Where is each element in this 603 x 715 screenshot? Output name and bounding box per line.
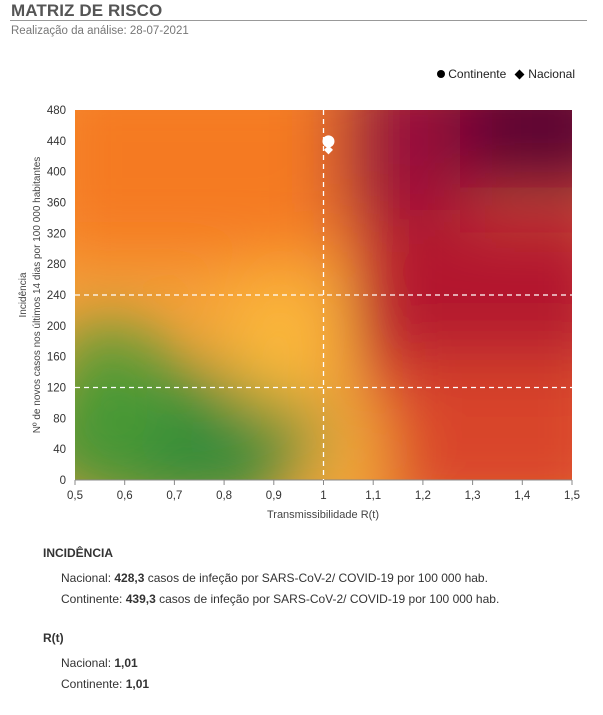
rt-nacional-value: 1,01: [114, 656, 138, 670]
incidencia-heading: INCIDÊNCIA: [43, 546, 114, 560]
x-tick-label: 0,6: [117, 490, 133, 502]
chart-legend: Continente Nacional: [437, 67, 575, 81]
x-tick-label: 1,5: [564, 490, 580, 502]
incidencia-nacional-label: Nacional:: [61, 571, 115, 585]
risk-matrix-chart: 0 40 80 120 160 200 240 280 320 360 400 440 480 0,5 0…: [18, 105, 580, 521]
y-axis-label-title: Incidência: [18, 272, 29, 317]
y-tick-label: 400: [47, 167, 66, 179]
x-tick-label: 1,1: [365, 490, 381, 502]
legend-label-continente: Continente: [448, 67, 507, 81]
x-tick-label: 0,9: [266, 490, 282, 502]
x-axis-label: Transmissibilidade R(t): [267, 509, 379, 521]
y-tick-label: 360: [47, 198, 66, 210]
rt-nacional-label: Nacional:: [61, 656, 115, 670]
x-tick-label: 1,3: [465, 490, 481, 502]
incidencia-continente-unit: casos de infeção por SARS-CoV-2/ COVID-1…: [155, 592, 500, 606]
y-tick-label: 120: [47, 383, 66, 395]
title-divider: [10, 20, 587, 21]
y-tick-label: 40: [53, 444, 66, 456]
y-tick-label: 280: [47, 259, 66, 271]
analysis-date: Realização da análise: 28-07-2021: [11, 25, 189, 37]
y-tick-label: 200: [47, 321, 66, 333]
point-nacional: [323, 145, 333, 155]
y-tick-label: 440: [47, 136, 66, 148]
incidencia-continente-label: Continente:: [61, 592, 126, 606]
x-tick-label: 1,2: [415, 490, 431, 502]
x-tick-label: 0,8: [216, 490, 232, 502]
y-tick-label: 160: [47, 352, 66, 364]
y-tick-label: 240: [47, 290, 66, 302]
incidencia-nacional-value: 428,3: [114, 571, 145, 585]
x-tick-label: 0,5: [67, 490, 83, 502]
legend-label-nacional: Nacional: [528, 67, 575, 81]
incidencia-nacional: Nacional: 428,3 casos de infeção por SAR…: [61, 568, 499, 589]
circle-marker-icon: [437, 70, 446, 78]
heatmap-background: [75, 110, 572, 480]
y-tick-label: 320: [47, 228, 66, 240]
point-continente: [322, 135, 335, 148]
legend-item-nacional: Nacional: [514, 67, 575, 81]
rt-section: R(t) Nacional: 1,01 Continente: 1,01: [43, 631, 149, 695]
rt-continente: Continente: 1,01: [61, 674, 149, 695]
y-tick-label: 0: [60, 475, 66, 487]
x-tick-label: 1,4: [514, 490, 531, 502]
rt-heading: R(t): [43, 631, 64, 645]
x-tick-label: 0,7: [166, 490, 182, 502]
y-tick-label: 80: [53, 413, 66, 425]
legend-item-continente: Continente: [437, 67, 506, 81]
incidencia-nacional-unit: casos de infeção por SARS-CoV-2/ COVID-1…: [144, 571, 488, 585]
x-tick-label: 1: [320, 490, 326, 502]
rt-continente-value: 1,01: [125, 677, 150, 691]
incidencia-continente-value: 439,3: [125, 592, 156, 606]
rt-continente-label: Continente:: [61, 677, 126, 691]
page-title: MATRIZ DE RISCO: [11, 1, 163, 20]
incidencia-section: INCIDÊNCIA Nacional: 428,3 casos de infe…: [43, 546, 499, 610]
y-axis-label-subtitle: Nº de novos casos nos últimos 14 dias po…: [32, 157, 43, 434]
y-tick-label: 480: [47, 105, 66, 117]
rt-nacional: Nacional: 1,01: [61, 653, 149, 674]
incidencia-continente: Continente: 439,3 casos de infeção por S…: [61, 589, 499, 610]
